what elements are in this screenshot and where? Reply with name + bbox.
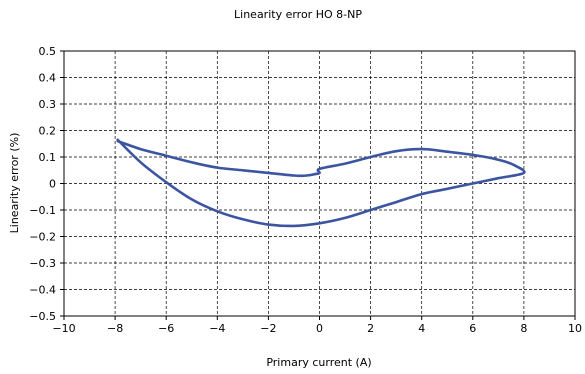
x-axis-label: Primary current (A) [266, 356, 371, 369]
ticks-layer: −10 −8 −6 −4 −2 0 2 4 6 8 10 0.5 0.4 0.3 0.2 0.1 0 −0.1 −0… [29, 45, 582, 335]
x-tick-label: −10 [52, 322, 75, 335]
axis-layer [60, 50, 576, 320]
x-tick-label: −4 [209, 322, 225, 335]
series-layer [116, 138, 526, 228]
x-tick-label: 0 [316, 322, 323, 335]
y-tick-label: 0.3 [39, 98, 57, 111]
chart-title: Linearity error HO 8-NP [234, 8, 362, 21]
y-tick-label: 0.1 [39, 151, 57, 164]
plot-border [63, 50, 576, 317]
y-tick-label: 0.5 [39, 45, 57, 58]
x-tick-label: 2 [367, 322, 374, 335]
y-tick-label: −0.5 [29, 310, 56, 323]
y-tick-label: −0.3 [29, 257, 56, 270]
x-tick-label: 10 [568, 322, 582, 335]
y-tick-label: 0.2 [39, 125, 57, 138]
y-tick-label: −0.2 [29, 231, 56, 244]
x-tick-label: −8 [107, 322, 123, 335]
x-tick-label: −6 [158, 322, 174, 335]
y-axis-label: Linearity error (%) [8, 133, 21, 234]
x-tick-label: 6 [469, 322, 476, 335]
x-tick-label: −2 [260, 322, 276, 335]
grid-layer [64, 51, 575, 316]
y-tick-label: −0.1 [29, 204, 56, 217]
y-tick-label: 0.4 [39, 72, 57, 85]
y-tick-label: −0.4 [29, 284, 56, 297]
x-tick-label: 4 [418, 322, 425, 335]
series-line [116, 138, 526, 228]
x-tick-label: 8 [520, 322, 527, 335]
y-tick-label: 0 [49, 178, 56, 191]
